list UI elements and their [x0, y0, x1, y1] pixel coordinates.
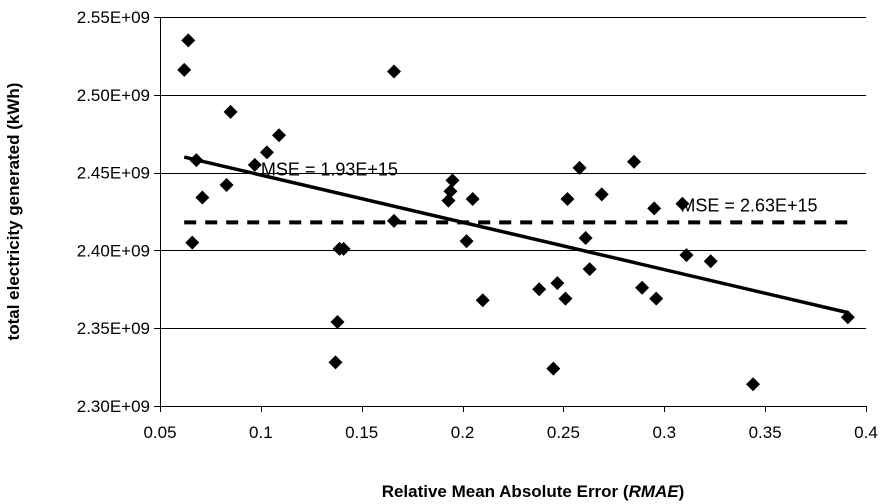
data-point [330, 314, 345, 329]
data-point [465, 192, 480, 207]
data-point [649, 291, 664, 306]
x-axis-title-suffix: ) [679, 482, 685, 501]
series-lines [183, 155, 849, 315]
axes [154, 17, 867, 412]
data-point [560, 192, 575, 207]
x-tick-label: 0.25 [547, 423, 580, 442]
data-point [219, 178, 234, 193]
data-point [746, 377, 761, 392]
x-tick-label: 0.05 [143, 423, 176, 442]
data-point [578, 230, 593, 245]
data-point [572, 160, 587, 175]
x-tick-label: 0.3 [652, 423, 676, 442]
x-tick-label: 0.35 [749, 423, 782, 442]
x-axis-title-main: Relative Mean Absolute Error ( [382, 482, 629, 501]
data-point [445, 173, 460, 188]
data-point [475, 293, 490, 308]
y-tick-label: 2.55E+09 [77, 8, 150, 27]
data-point [594, 187, 609, 202]
data-point [459, 234, 474, 249]
data-point [635, 280, 650, 295]
data-point [647, 201, 662, 216]
data-point [386, 213, 401, 228]
x-tick-label: 0.4 [854, 423, 878, 442]
y-tick-label: 2.50E+09 [77, 86, 150, 105]
data-point [181, 33, 196, 48]
data-point [532, 282, 547, 297]
data-point [558, 291, 573, 306]
data-point [185, 235, 200, 250]
y-tick-label: 2.45E+09 [77, 164, 150, 183]
data-point [259, 145, 274, 160]
data-point [247, 157, 262, 172]
data-point [582, 262, 597, 277]
gridlines [160, 17, 866, 329]
data-point [675, 196, 690, 211]
x-axis-title: Relative Mean Absolute Error (RMAE) [382, 482, 685, 501]
data-point [272, 128, 287, 143]
data-point [195, 190, 210, 205]
x-tick-labels: 0.05 0.1 0.15 0.2 0.25 0.3 0.35 0.4 [143, 423, 877, 442]
data-point [177, 62, 192, 77]
x-tick-label: 0.15 [345, 423, 378, 442]
data-point [546, 361, 561, 376]
data-point [703, 254, 718, 269]
data-point [328, 355, 343, 370]
y-tick-labels: 2.30E+09 2.35E+09 2.40E+09 2.45E+09 2.50E+09… [77, 8, 150, 416]
data-point [441, 193, 456, 208]
x-tick-label: 0.2 [451, 423, 475, 442]
data-point [336, 241, 351, 256]
annotations: MSE = 1.93E+15 MSE = 2.63E+15 [261, 159, 818, 215]
mse-annotation: MSE = 1.93E+15 [261, 159, 398, 179]
data-point [679, 248, 694, 263]
x-axis-title-italic: RMAE [629, 482, 680, 501]
y-tick-label: 2.35E+09 [77, 319, 150, 338]
data-point [223, 104, 238, 119]
data-point [840, 310, 855, 325]
data-point [627, 154, 642, 169]
mse-annotation: MSE = 2.63E+15 [680, 195, 817, 215]
x-tick-label: 0.1 [249, 423, 273, 442]
data-point [386, 64, 401, 79]
data-point [550, 276, 565, 291]
y-tick-label: 2.40E+09 [77, 241, 150, 260]
trend-line [183, 155, 849, 315]
y-tick-label: 2.30E+09 [77, 397, 150, 416]
y-axis-title: total electricity generated (kWh) [4, 83, 23, 341]
data-point [189, 153, 204, 168]
data-points [177, 33, 855, 392]
data-point [443, 184, 458, 199]
